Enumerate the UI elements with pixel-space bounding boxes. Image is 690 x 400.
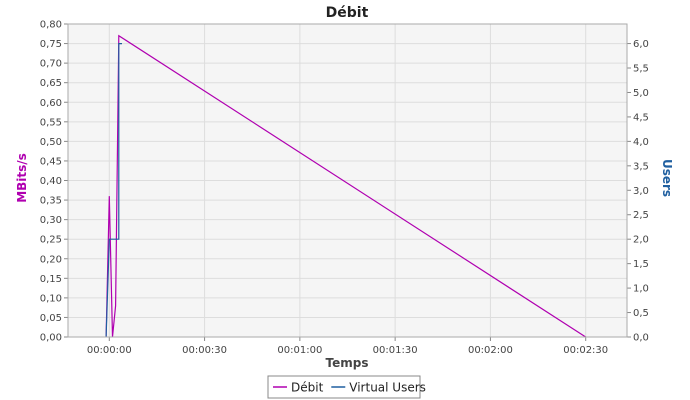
y-tick-label-left: 0,70	[40, 59, 62, 70]
y-tick-label-right: 1,5	[633, 259, 649, 270]
legend-label-virtual-users: Virtual Users	[349, 381, 426, 395]
y-tick-label-right: 4,0	[633, 137, 649, 148]
y-tick-label-right: 5,5	[633, 64, 649, 75]
y-tick-label-right: 5,0	[633, 88, 649, 99]
legend: Débit Virtual Users	[267, 375, 426, 399]
gridlines	[68, 23, 627, 338]
y-tick-label-right: 0,5	[633, 308, 649, 319]
x-tick-label: 00:00:00	[87, 345, 132, 356]
chart-title: Débit	[326, 5, 369, 21]
y-tick-label-left: 0,10	[40, 293, 62, 304]
x-axis-title: Temps	[326, 356, 369, 370]
y-axis-title-right: Users	[660, 159, 674, 197]
y-tick-label-left: 0,60	[40, 98, 62, 109]
y-tick-label-right: 3,0	[633, 186, 649, 197]
y-tick-label-left: 0,40	[40, 176, 62, 187]
y-tick-label-left: 0,35	[40, 196, 62, 207]
x-tick-label: 00:02:30	[563, 345, 608, 356]
y-tick-label-left: 0,50	[40, 137, 62, 148]
y-tick-label-left: 0,15	[40, 274, 62, 285]
y-tick-label-left: 0,55	[40, 117, 62, 128]
x-tick-label: 00:00:30	[182, 345, 227, 356]
y-tick-label-right: 2,0	[633, 235, 649, 246]
series-line-d-bit	[105, 34, 587, 338]
y-tick-label-left: 0,45	[40, 156, 62, 167]
plot-border	[67, 23, 628, 338]
y-tick-label-right: 0,0	[633, 333, 649, 344]
y-axis-title-left: MBits/s	[15, 153, 29, 203]
y-tick-label-right: 2,5	[633, 210, 649, 221]
x-tick-label: 00:01:30	[373, 345, 418, 356]
y-tick-label-left: 0,65	[40, 78, 62, 89]
y-tick-label-right: 3,5	[633, 161, 649, 172]
series-line-virtual-users	[105, 42, 122, 338]
y-tick-label-right: 4,5	[633, 112, 649, 123]
y-tick-label-left: 0,80	[40, 20, 62, 31]
y-tick-label-left: 0,00	[40, 333, 62, 344]
y-tick-label-left: 0,20	[40, 254, 62, 265]
axes: 0,00 0,05 0,10 0,15 0,20 0,25 0,30 0,35 0,40 0,45…	[40, 20, 649, 357]
y-tick-label-left: 0,30	[40, 215, 62, 226]
series-layer	[105, 34, 587, 338]
y-tick-label-right: 1,0	[633, 284, 649, 295]
y-tick-label-right: 6,0	[633, 39, 649, 50]
x-tick-label: 00:02:00	[468, 345, 513, 356]
y-tick-label-left: 0,25	[40, 235, 62, 246]
legend-label-d-bit: Débit	[291, 381, 324, 395]
x-tick-label: 00:01:00	[277, 345, 322, 356]
y-tick-label-left: 0,75	[40, 39, 62, 50]
y-tick-label-left: 0,05	[40, 313, 62, 324]
